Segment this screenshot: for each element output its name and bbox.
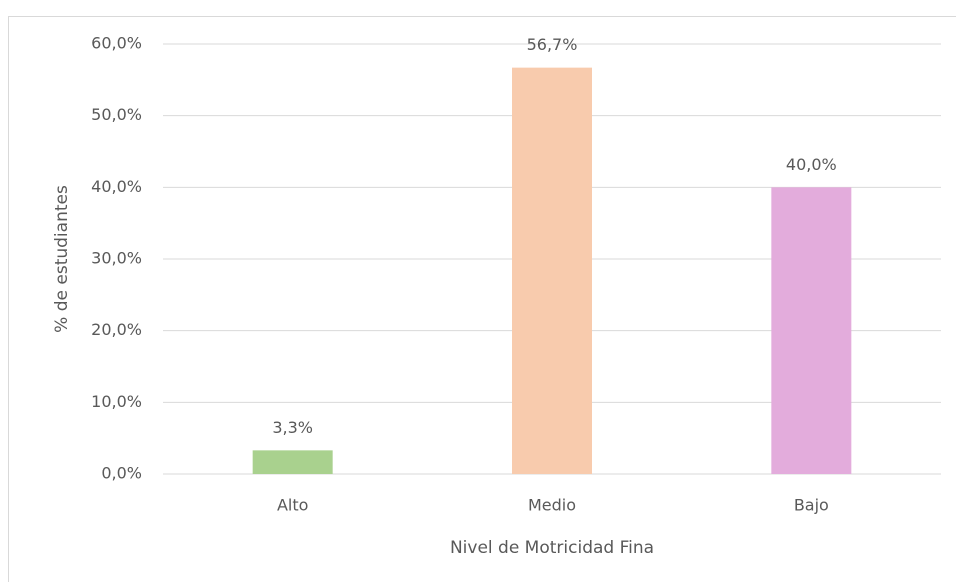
y-axis-label: % de estudiantes — [52, 185, 72, 333]
y-tick-label: 50,0% — [91, 105, 142, 124]
y-tick-label: 40,0% — [91, 177, 142, 196]
y-tick-label: 20,0% — [91, 320, 142, 339]
x-tick-label: Alto — [277, 496, 308, 515]
value-label: 3,3% — [272, 418, 313, 437]
bar — [771, 187, 852, 475]
x-tick-label: Bajo — [794, 496, 829, 515]
value-label: 40,0% — [786, 155, 837, 174]
chart-frame — [8, 16, 956, 582]
y-tick-label: 10,0% — [91, 392, 142, 411]
y-tick-label: 0,0% — [101, 464, 142, 483]
bar — [512, 67, 592, 475]
x-tick-label: Medio — [528, 496, 576, 515]
bar — [252, 450, 333, 474]
y-tick-label: 60,0% — [91, 34, 142, 53]
y-tick-label: 30,0% — [91, 249, 142, 268]
x-axis-label: Nivel de Motricidad Fina — [450, 538, 654, 558]
value-label: 56,7% — [527, 35, 578, 54]
